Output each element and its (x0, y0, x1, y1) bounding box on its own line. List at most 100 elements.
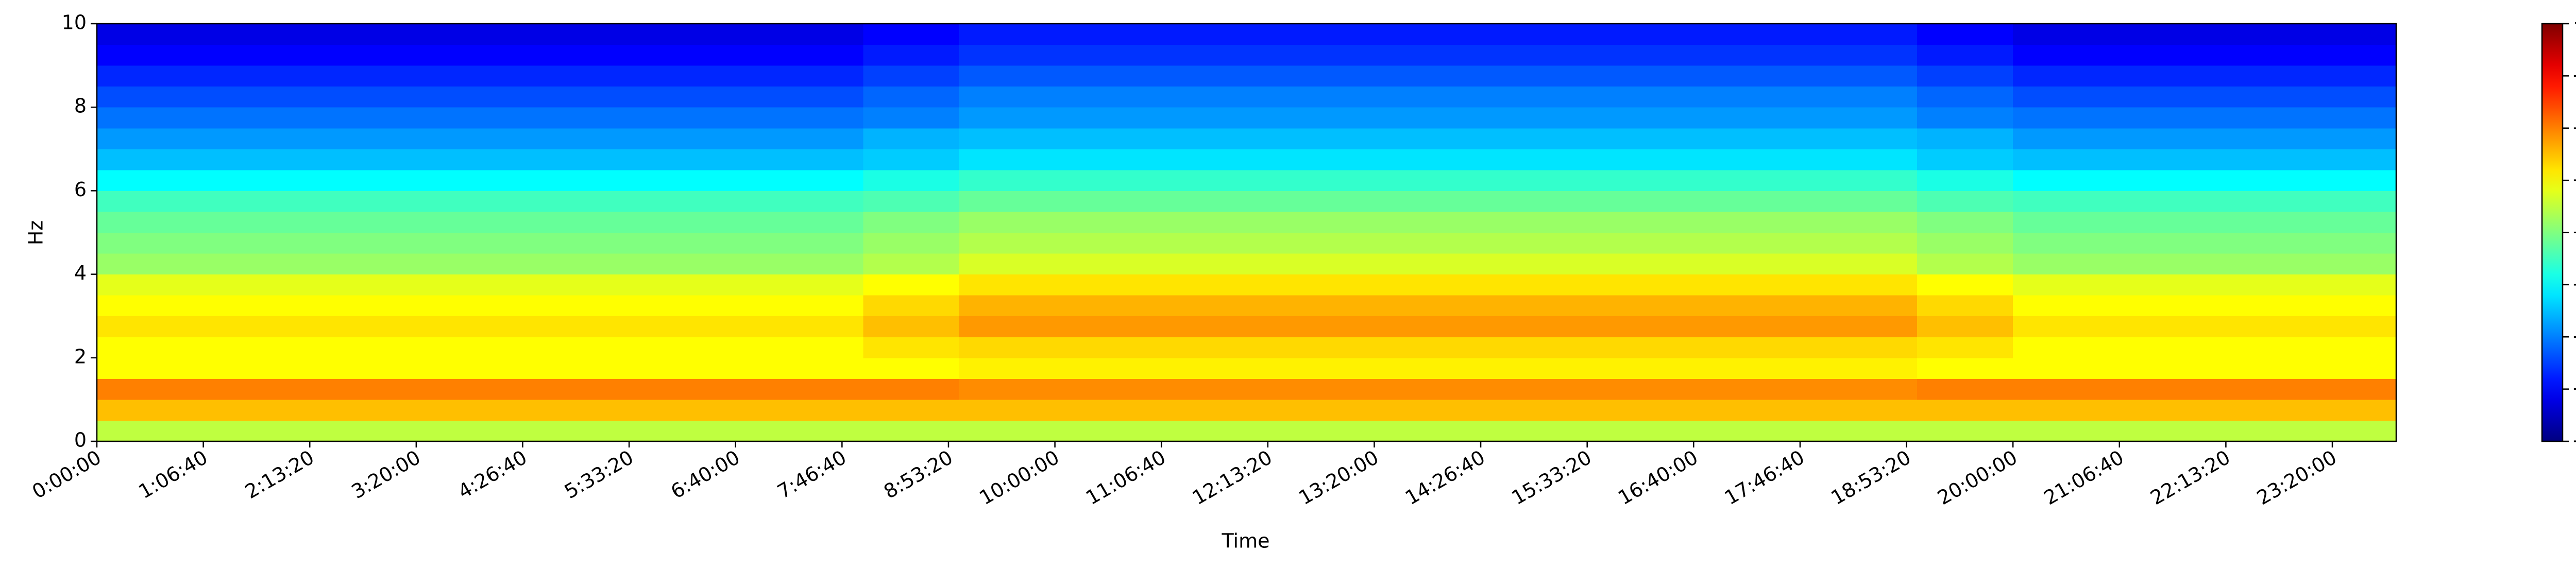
spectrogram-cell (2205, 65, 2301, 87)
spectrogram-cell (192, 191, 289, 212)
spectrogram-cell (1342, 169, 1438, 191)
spectrogram-cell (1150, 44, 1247, 66)
spectrogram-cell (2300, 253, 2397, 275)
colorbar-tick-label: -20 dB (2573, 115, 2576, 138)
spectrogram-cell (767, 295, 864, 317)
spectrogram-cell (959, 86, 1056, 108)
spectrogram-cell (480, 128, 577, 149)
spectrogram-cell (1534, 274, 1630, 296)
spectrogram-cell (2109, 357, 2205, 379)
spectrogram-cell (1821, 399, 1918, 421)
spectrogram-cell (1246, 107, 1343, 129)
spectrogram-cell (2205, 316, 2301, 337)
spectrogram-cell (384, 295, 481, 317)
spectrogram-cell (192, 399, 289, 421)
spectrogram-cell (97, 253, 193, 275)
spectrogram-cell (97, 169, 193, 191)
spectrogram-cell (671, 399, 768, 421)
spectrogram-cell (767, 274, 864, 296)
spectrogram-cell (2205, 107, 2301, 129)
spectrogram-cell (97, 44, 193, 66)
spectrogram-cell (767, 420, 864, 442)
spectrogram-cell (2300, 399, 2397, 421)
spectrogram-cell (959, 169, 1056, 191)
spectrogram-cell (1821, 378, 1918, 400)
spectrogram-cell (1821, 316, 1918, 337)
spectrogram-cell (959, 107, 1056, 129)
spectrogram-cell (1821, 107, 1918, 129)
spectrogram-cell (480, 191, 577, 212)
spectrogram-cell (192, 128, 289, 149)
x-tick-label: 21:06:40 (2040, 446, 2128, 509)
x-tick-label: 14:26:40 (1401, 446, 1489, 509)
spectrogram-cell (959, 253, 1056, 275)
spectrogram-cell (1917, 191, 2013, 212)
x-tick-label: 20:00:00 (1934, 446, 2021, 509)
spectrogram-cell (384, 24, 481, 45)
spectrogram-cell (2205, 128, 2301, 149)
spectrogram-cell (1725, 86, 1822, 108)
spectrogram-cell (2205, 274, 2301, 296)
spectrogram-cell (1055, 378, 1151, 400)
spectrogram-cell (1438, 232, 1534, 254)
spectrogram-cell (1534, 337, 1630, 358)
spectrogram-cell (1150, 357, 1247, 379)
spectrogram-cell (863, 149, 960, 170)
x-tick-label: 8:53:20 (880, 446, 957, 503)
spectrogram-cell (2300, 169, 2397, 191)
spectrogram-cell (1246, 316, 1343, 337)
spectrogram-cell (671, 169, 768, 191)
spectrogram-cell (2109, 169, 2205, 191)
spectrogram-cell (1630, 337, 1726, 358)
spectrogram-cell (863, 316, 960, 337)
spectrogram-cell (2205, 211, 2301, 233)
spectrogram-cell (671, 232, 768, 254)
spectrogram-cell (480, 44, 577, 66)
spectrogram-cell (575, 169, 672, 191)
spectrogram-cell (1630, 295, 1726, 317)
spectrogram-cell (384, 211, 481, 233)
spectrogram-cell (767, 399, 864, 421)
spectrogram-cell (1917, 253, 2013, 275)
spectrogram-cell (1438, 399, 1534, 421)
spectrogram-cell (959, 316, 1056, 337)
spectrogram-cell (1246, 65, 1343, 87)
spectrogram-cell (863, 253, 960, 275)
spectrogram-cell (1246, 149, 1343, 170)
spectrogram-cell (959, 149, 1056, 170)
spectrogram-cell (575, 337, 672, 358)
spectrogram-cell (97, 378, 193, 400)
spectrogram-cell (1438, 420, 1534, 442)
spectrogram-cell (863, 24, 960, 45)
spectrogram-cell (671, 107, 768, 129)
spectrogram-cell (288, 378, 385, 400)
spectrogram-cell (2300, 24, 2397, 45)
spectrogram-cell (767, 128, 864, 149)
spectrogram-cell (1055, 274, 1151, 296)
spectrogram-cell (1630, 65, 1726, 87)
spectrogram-cell (2300, 44, 2397, 66)
spectrogram-cell (288, 86, 385, 108)
x-tick-label: 22:13:20 (2146, 446, 2234, 509)
spectrogram-cell (575, 316, 672, 337)
spectrogram-cell (2013, 337, 2109, 358)
spectrogram-cell (1630, 357, 1726, 379)
spectrogram-cell (1534, 357, 1630, 379)
colorbar-tick-label: -80 dB (2573, 429, 2576, 452)
spectrogram-cell (1821, 253, 1918, 275)
spectrogram-cell (1342, 316, 1438, 337)
colorbar-tick-label: -10 dB (2573, 63, 2576, 86)
spectrogram-cell (1342, 357, 1438, 379)
spectrogram-cell (192, 274, 289, 296)
spectrogram-cell (863, 44, 960, 66)
spectrogram-cell (1438, 316, 1534, 337)
spectrogram-cell (1342, 107, 1438, 129)
spectrogram-cell (1055, 128, 1151, 149)
spectrogram-cell (288, 232, 385, 254)
spectrogram-cell (1150, 232, 1247, 254)
spectrogram-cell (1150, 169, 1247, 191)
spectrogram-cell (1246, 86, 1343, 108)
spectrogram-cell (1342, 128, 1438, 149)
spectrogram-cell (1917, 65, 2013, 87)
spectrogram-cell (1821, 169, 1918, 191)
